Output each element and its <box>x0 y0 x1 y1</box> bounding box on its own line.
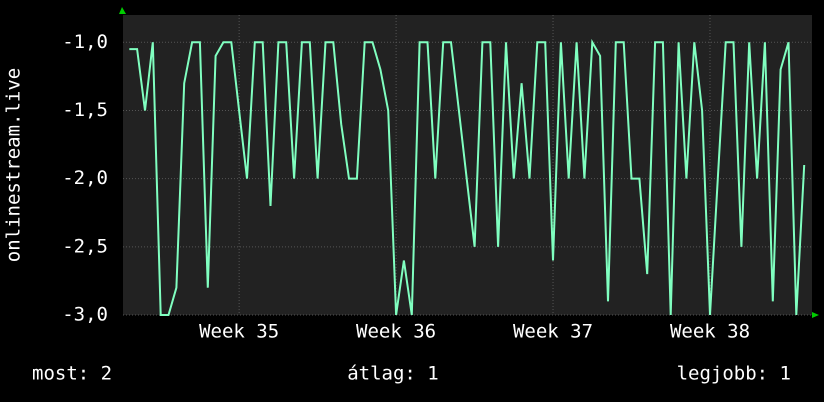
line-series <box>129 38 806 316</box>
y-tick-label: -2,0 <box>62 167 108 189</box>
x-tick-label: Week 35 <box>199 321 279 343</box>
y-axis-arrow <box>119 7 126 14</box>
footer-best: legjobb: 1 <box>677 363 791 385</box>
x-tick-label: Week 37 <box>513 321 593 343</box>
x-tick-label: Week 36 <box>356 321 436 343</box>
footer-average: átlag: 1 <box>347 363 439 385</box>
y-tick-label: -1,5 <box>62 99 108 121</box>
footer-current: most: 2 <box>32 363 112 385</box>
y-tick-label: -1,0 <box>62 31 108 53</box>
x-tick-label: Week 38 <box>670 321 750 343</box>
y-tick-label: -2,5 <box>62 235 108 257</box>
y-axis-label: onlinestream.live <box>3 68 25 262</box>
y-tick-label: -3,0 <box>62 304 108 326</box>
x-axis-arrow <box>812 312 819 318</box>
